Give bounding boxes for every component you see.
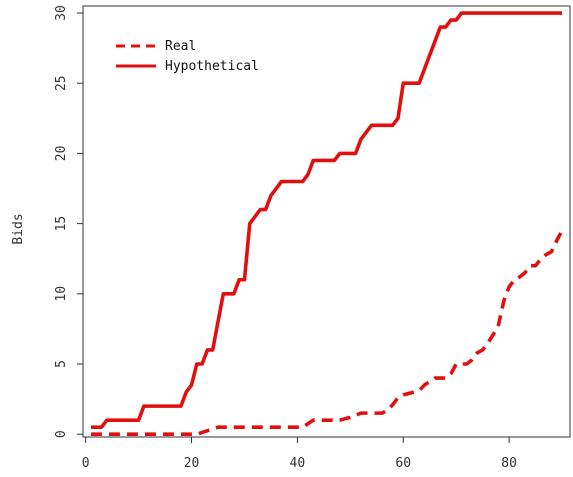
x-tick-label: 80 <box>501 456 517 471</box>
y-tick-label: 5 <box>54 360 69 368</box>
series-hypothetical <box>90 11 563 429</box>
y-tick-label: 30 <box>54 5 69 21</box>
y-tick-label: 25 <box>54 75 69 91</box>
plot-frame <box>82 5 571 438</box>
y-axis-label: Bids <box>11 213 26 244</box>
series-real <box>90 229 564 436</box>
legend: Real Hypothetical <box>116 39 259 74</box>
y-tick-label: 15 <box>54 216 69 232</box>
x-tick-label: 0 <box>82 456 90 471</box>
series-line-hypothetical <box>90 11 563 429</box>
legend-real-label: Real <box>165 39 196 54</box>
series-line-real <box>90 229 564 436</box>
x-tick-label: 20 <box>184 456 200 471</box>
series-lines <box>90 11 564 436</box>
x-axis: 0 20 40 60 80 <box>82 437 517 471</box>
x-tick-label: 40 <box>290 456 306 471</box>
y-tick-label: 10 <box>54 286 69 302</box>
y-tick-label: 0 <box>54 430 69 438</box>
legend-hypothetical-label: Hypothetical <box>165 59 259 74</box>
x-tick-label: 60 <box>395 456 411 471</box>
plot-area <box>82 5 571 438</box>
y-tick-label: 20 <box>54 146 69 162</box>
y-axis: 0 5 10 15 20 25 30 <box>54 5 83 438</box>
